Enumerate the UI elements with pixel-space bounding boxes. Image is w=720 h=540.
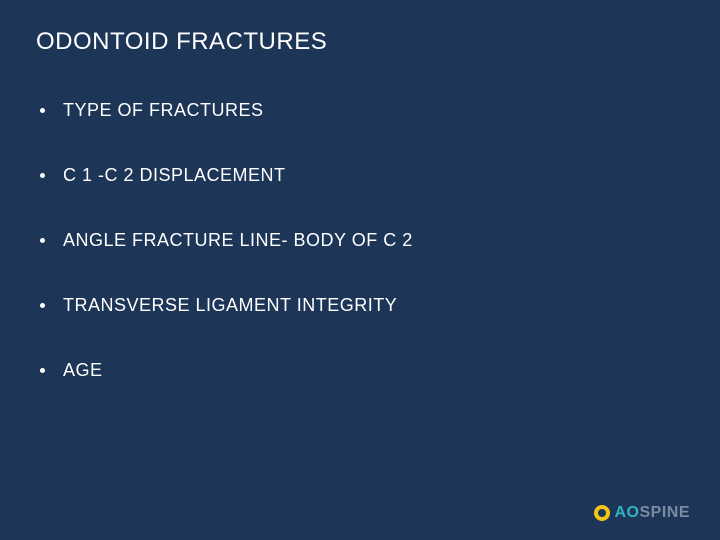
bullet-list: TYPE OF FRACTURES C 1 -C 2 DISPLACEMENT … xyxy=(36,100,684,381)
list-item: AGE xyxy=(40,360,684,381)
slide: ODONTOID FRACTURES TYPE OF FRACTURES C 1… xyxy=(0,0,720,540)
bullet-icon xyxy=(40,173,45,178)
bullet-icon xyxy=(40,303,45,308)
bullet-icon xyxy=(40,108,45,113)
bullet-text: TYPE OF FRACTURES xyxy=(63,100,264,121)
logo-spine: SPINE xyxy=(639,504,690,521)
list-item: ANGLE FRACTURE LINE- BODY OF C 2 xyxy=(40,230,684,251)
logo-badge-icon xyxy=(594,505,610,521)
list-item: TYPE OF FRACTURES xyxy=(40,100,684,121)
list-item: TRANSVERSE LIGAMENT INTEGRITY xyxy=(40,295,684,316)
slide-title: ODONTOID FRACTURES xyxy=(36,28,684,56)
bullet-icon xyxy=(40,368,45,373)
list-item: C 1 -C 2 DISPLACEMENT xyxy=(40,165,684,186)
bullet-icon xyxy=(40,238,45,243)
brand-logo: AOSPINE xyxy=(594,504,690,522)
bullet-text: ANGLE FRACTURE LINE- BODY OF C 2 xyxy=(63,230,413,251)
bullet-text: C 1 -C 2 DISPLACEMENT xyxy=(63,165,286,186)
logo-ao: AO xyxy=(614,504,639,521)
bullet-text: AGE xyxy=(63,360,103,381)
logo-text: AOSPINE xyxy=(614,504,690,522)
bullet-text: TRANSVERSE LIGAMENT INTEGRITY xyxy=(63,295,397,316)
